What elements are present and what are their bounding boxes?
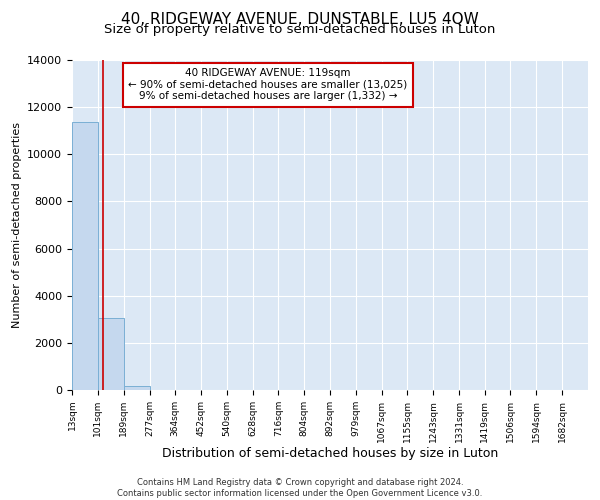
Bar xyxy=(72,122,98,390)
Bar xyxy=(98,318,124,390)
Text: Contains HM Land Registry data © Crown copyright and database right 2024.
Contai: Contains HM Land Registry data © Crown c… xyxy=(118,478,482,498)
Bar xyxy=(124,386,149,390)
Text: 40, RIDGEWAY AVENUE, DUNSTABLE, LU5 4QW: 40, RIDGEWAY AVENUE, DUNSTABLE, LU5 4QW xyxy=(121,12,479,28)
Text: Size of property relative to semi-detached houses in Luton: Size of property relative to semi-detach… xyxy=(104,22,496,36)
X-axis label: Distribution of semi-detached houses by size in Luton: Distribution of semi-detached houses by … xyxy=(162,448,498,460)
Text: 40 RIDGEWAY AVENUE: 119sqm
← 90% of semi-detached houses are smaller (13,025)
9%: 40 RIDGEWAY AVENUE: 119sqm ← 90% of semi… xyxy=(128,68,408,102)
Y-axis label: Number of semi-detached properties: Number of semi-detached properties xyxy=(11,122,22,328)
